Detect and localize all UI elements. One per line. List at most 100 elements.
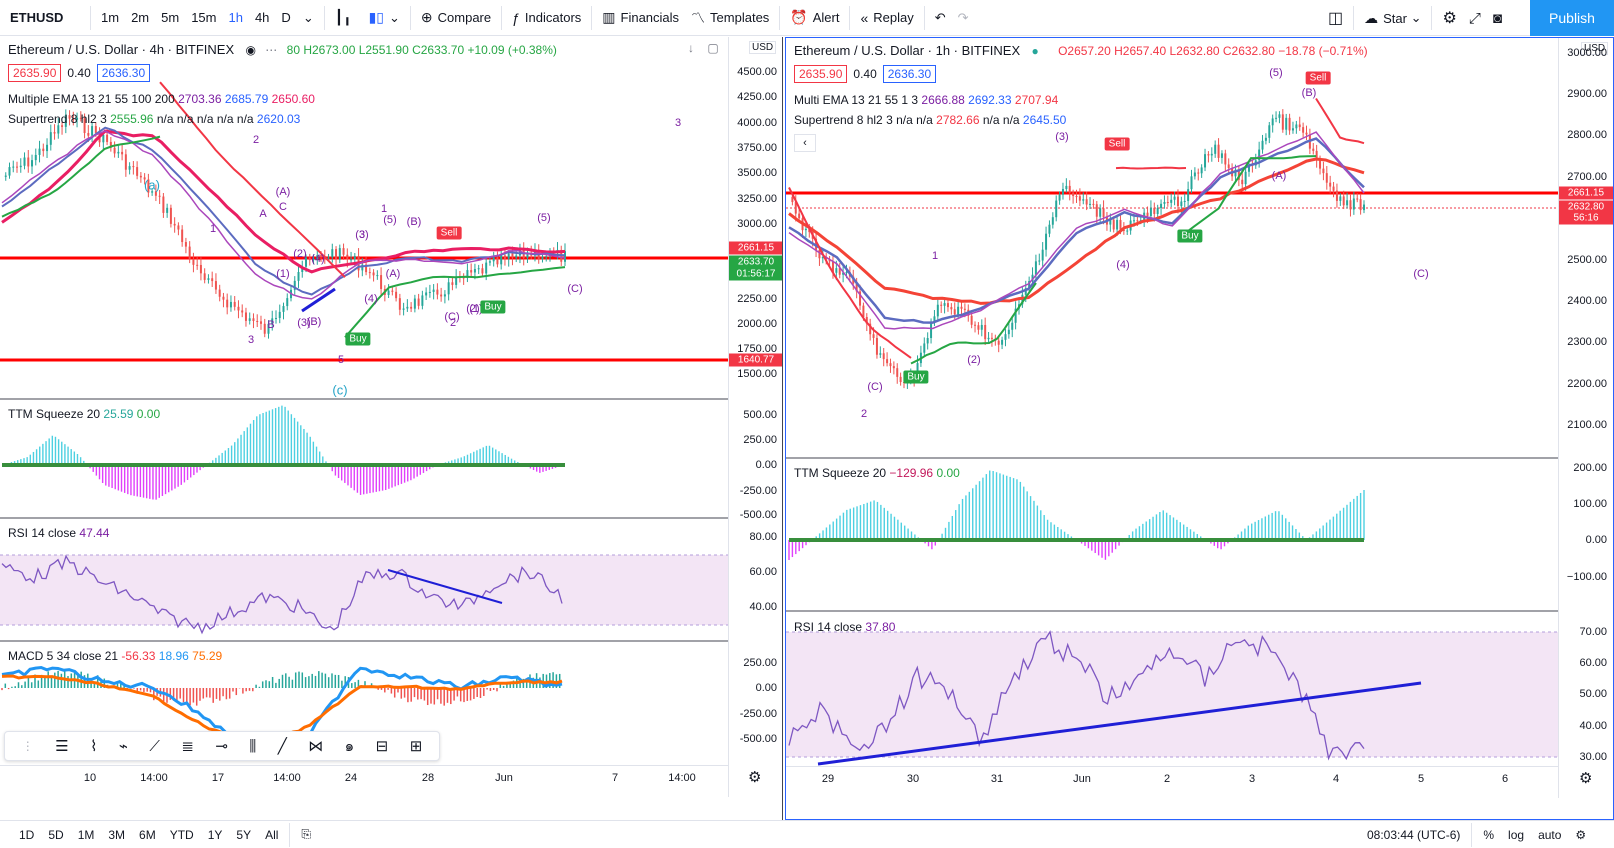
templates-button[interactable]: 〽 Templates: [685, 0, 775, 36]
redo-button[interactable]: ↷: [952, 0, 975, 36]
layout-button[interactable]: ◫: [1322, 0, 1349, 36]
right-price-tag: 56:16: [1559, 211, 1613, 225]
right-candle-body: [1146, 212, 1149, 216]
settings-button[interactable]: ⚙: [1436, 0, 1462, 36]
interval-dropdown-icon[interactable]: ⌄: [302, 9, 314, 25]
drag-handle-icon[interactable]: ⋮: [21, 739, 34, 753]
right-price-axis[interactable]: USD 3000.00 2900.00 2800.00 2700.00 2500.00 2…: [1558, 38, 1613, 798]
left-chart-drawing: [0, 81, 782, 759]
fullscreen-button[interactable]: ⤢: [1463, 0, 1487, 36]
compare-button[interactable]: ⊕ Compare: [415, 0, 497, 36]
left-candle-body: [402, 308, 405, 310]
interval-1m[interactable]: 1m: [101, 10, 120, 25]
symbol-search[interactable]: ETHUSD: [0, 0, 86, 36]
right-ask-price[interactable]: 2636.30: [882, 65, 937, 83]
range-3M[interactable]: 3M: [108, 827, 126, 842]
star-button[interactable]: ☁ Star ⌄: [1364, 9, 1422, 26]
left-macd-value-1: -56.33: [121, 649, 156, 663]
separator: [1431, 6, 1433, 30]
alert-button[interactable]: ⏰ Alert: [784, 0, 845, 36]
left-chart-panel[interactable]: Ethereum / U.S. Dollar · 4h · BITFINEX ◉…: [0, 37, 783, 820]
right-candle-body: [1149, 207, 1152, 216]
elliott-correction-icon[interactable]: ⌁: [118, 738, 128, 755]
left-time-settings[interactable]: ⚙: [748, 768, 761, 786]
horizontal-ray-icon[interactable]: ⊸: [215, 738, 228, 755]
bar-style-button[interactable]: ┃╻: [329, 0, 363, 36]
settings-lines-icon[interactable]: ⊞: [409, 738, 423, 755]
interval-15m[interactable]: 15m: [191, 10, 217, 25]
right-time-axis[interactable]: 29 30 31 Jun 2 3 4 5 6: [786, 766, 1558, 796]
left-price-axis[interactable]: USD 4500.00 4250.00 4000.00 3750.00 3500.00 3…: [728, 37, 782, 797]
auto-toggle[interactable]: auto: [1538, 828, 1562, 842]
right-candle-body: [923, 343, 926, 353]
interval-1h[interactable]: 1h: [228, 10, 243, 25]
log-toggle[interactable]: log: [1508, 828, 1525, 842]
replay-button[interactable]: « Replay: [854, 0, 919, 36]
right-candle-body: [1139, 220, 1142, 222]
interval-5m[interactable]: 5m: [161, 10, 180, 25]
right-collapse-button[interactable]: ‹: [794, 134, 816, 152]
range-5D[interactable]: 5D: [48, 827, 64, 842]
range-1M[interactable]: 1M: [77, 827, 95, 842]
screenshot-button[interactable]: ◙: [1487, 0, 1508, 36]
horizontal-lines-icon[interactable]: ☰: [55, 738, 69, 755]
templates-icon: 〽: [691, 9, 706, 26]
right-candle-body: [1004, 334, 1007, 340]
right-supertrend-up: [910, 282, 1037, 365]
interval-4h[interactable]: 4h: [254, 10, 270, 25]
more-icon[interactable]: ⋯: [265, 43, 278, 57]
percent-toggle[interactable]: %: [1483, 828, 1495, 842]
arrow-down-icon[interactable]: ↓: [688, 41, 694, 55]
left-candle-body: [451, 282, 454, 285]
left-ask-price[interactable]: 2636.30: [96, 64, 151, 82]
goto-date-button[interactable]: ⎘: [294, 827, 318, 842]
left-candle-body: [61, 125, 64, 127]
left-candle-body: [320, 255, 323, 257]
financials-button[interactable]: ▥ Financials: [596, 0, 685, 36]
pattern-icon[interactable]: ⋈: [308, 738, 324, 755]
maximize-icon[interactable]: ▢: [707, 41, 719, 55]
left-candle-body: [496, 257, 499, 265]
right-candle-body: [886, 359, 889, 364]
right-candle-body: [1298, 124, 1301, 128]
right-supertrend-down-2: [1115, 166, 1187, 170]
range-1D[interactable]: 1D: [19, 827, 35, 842]
right-bid-price[interactable]: 2635.90: [794, 65, 848, 83]
bottom-settings-button[interactable]: ⚙: [1568, 828, 1593, 842]
publish-button[interactable]: Publish: [1530, 0, 1614, 36]
clock-display[interactable]: 08:03:44 (UTC-6): [1367, 828, 1461, 842]
right-candle-body: [1122, 229, 1125, 231]
vertical-lines-icon[interactable]: ⫼: [249, 737, 257, 755]
left-price-tag: 2661.15: [729, 241, 782, 255]
left-time-axis[interactable]: 10 14:00 17 14:00 24 28 Jun 7 14:00: [0, 765, 728, 795]
elliott-impulse-icon[interactable]: ⌇: [90, 738, 98, 755]
chart-type-button[interactable]: ▮▯ ⌄: [368, 9, 400, 25]
right-candle-body: [1264, 137, 1267, 141]
spiral-icon[interactable]: ๑: [344, 738, 355, 755]
sliders-icon[interactable]: ⊟: [375, 738, 389, 755]
left-bid-price[interactable]: 2635.90: [8, 64, 62, 82]
range-5Y[interactable]: 5Y: [236, 827, 252, 842]
right-time-settings[interactable]: ⚙: [1579, 769, 1592, 787]
fib-icon[interactable]: ≣: [181, 738, 194, 755]
interval-2m[interactable]: 2m: [131, 10, 150, 25]
right-candle-body: [1295, 124, 1298, 129]
trend-line-icon[interactable]: ⟋: [149, 737, 160, 755]
interval-D[interactable]: D: [281, 10, 291, 25]
left-candle-body: [147, 179, 150, 193]
eye-icon[interactable]: ◉: [245, 43, 256, 57]
line-icon[interactable]: ╱: [277, 738, 287, 755]
left-macd-value-3: 75.29: [192, 649, 223, 663]
undo-button[interactable]: ↶: [929, 0, 952, 36]
range-6M[interactable]: 6M: [139, 827, 156, 842]
right-candle-body: [1014, 308, 1017, 323]
indicators-button[interactable]: ƒ Indicators: [506, 0, 587, 36]
right-chart-panel[interactable]: Ethereum / U.S. Dollar · 1h · BITFINEX ●…: [785, 37, 1614, 820]
range-All[interactable]: All: [265, 827, 279, 842]
range-1Y[interactable]: 1Y: [207, 827, 223, 842]
right-bid-ask: 2635.90 0.40 2636.30: [794, 65, 942, 83]
left-candle-body: [301, 266, 304, 272]
range-YTD[interactable]: YTD: [169, 827, 194, 842]
left-price-tag: 01:56:17: [729, 267, 782, 281]
right-sell-badge: Sell: [1104, 137, 1130, 151]
